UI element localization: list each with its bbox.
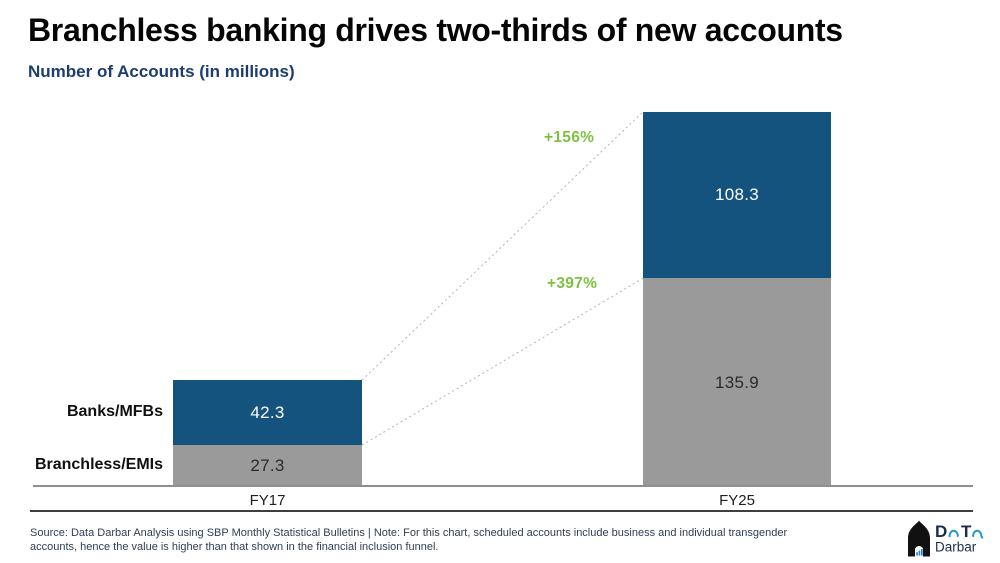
bar-segment-fy25-banks: 108.3 [643, 112, 831, 279]
data-darbar-logo-icon [908, 520, 930, 557]
growth-annotation-branchless: +397% [547, 275, 598, 292]
source-note-line2: accounts, hence the value is higher than… [30, 540, 439, 553]
series-label-banks-mfbs: Banks/MFBs [66, 403, 163, 420]
logo-arc-1 [948, 529, 959, 537]
source-note-line1: Source: Data Darbar Analysis using SBP M… [30, 527, 788, 539]
logo-arc-2 [972, 529, 984, 539]
stacked-bar-fy25: 108.3 135.9 [643, 112, 831, 487]
logo-letter-d: D [935, 522, 947, 541]
source-note: Source: Data Darbar Analysis using SBP M… [30, 527, 830, 554]
logo-wordmark-darbar: Darbar [935, 540, 977, 555]
data-darbar-logo-wordmark: D T Darbar [935, 522, 984, 555]
value-label-fy25-banks: 108.3 [714, 185, 760, 205]
chart-subtitle: Number of Accounts (in millions) [28, 62, 295, 81]
x-tick-fy17: FY17 [249, 492, 286, 509]
bar-segment-fy17-banks: 42.3 [173, 380, 362, 446]
footer-divider-line [30, 510, 973, 512]
growth-annotation-banks: +156% [544, 129, 595, 146]
x-axis-line [33, 485, 973, 487]
value-label-fy17-branchless: 27.3 [250, 456, 285, 476]
value-label-fy17-banks: 42.3 [250, 402, 285, 422]
bar-segment-fy25-branchless: 135.9 [643, 278, 831, 487]
bar-segment-fy17-branchless: 27.3 [173, 445, 362, 487]
logo-letter-t: T [961, 522, 972, 541]
value-label-fy25-branchless: 135.9 [714, 372, 760, 392]
page-title: Branchless banking drives two-thirds of … [28, 12, 843, 48]
stacked-bar-fy17: 42.3 27.3 [173, 380, 362, 487]
connector-line-banks [361, 111, 644, 381]
series-label-branchless-emis: Branchless/EMIs [34, 456, 163, 473]
data-darbar-logo: D T Darbar [908, 520, 984, 557]
connector-line-branchless [361, 277, 644, 446]
x-tick-fy25: FY25 [719, 492, 755, 509]
